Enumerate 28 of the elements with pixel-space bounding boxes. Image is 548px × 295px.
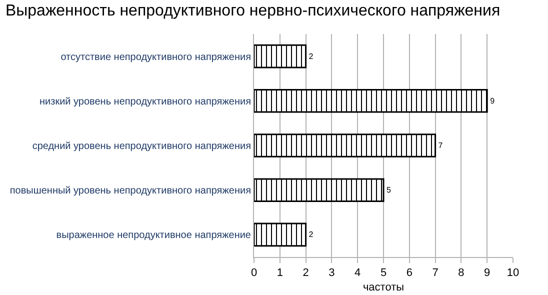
data-label: 5 (386, 186, 392, 195)
x-tick-label: 3 (328, 267, 335, 280)
bar (254, 44, 307, 68)
x-tick-label: 5 (380, 267, 387, 280)
y-tick-label: отсутствие непродуктивного напряжения (60, 52, 251, 63)
x-tick-label: 2 (302, 267, 309, 280)
bar (254, 178, 384, 202)
chart-title: Выраженность непродуктивного нервно-психического напряжения (5, 2, 500, 20)
x-axis-title: частоты (362, 281, 404, 294)
x-tick-label: 7 (432, 267, 438, 280)
bar (254, 89, 488, 113)
data-label: 2 (308, 230, 314, 240)
x-tick-label: 1 (276, 267, 283, 280)
data-label: 9 (490, 96, 496, 106)
x-tick-label: 4 (354, 267, 361, 280)
y-tick-label: выраженное непродуктивное напряжение (56, 230, 252, 242)
x-tick-label: 9 (484, 267, 490, 280)
y-tick-label: средний уровень непродуктивного напряжения (32, 141, 251, 152)
x-tick-label: 8 (458, 267, 464, 280)
data-label: 2 (308, 52, 314, 61)
bar (254, 134, 436, 158)
data-label: 7 (438, 141, 444, 150)
x-tick-label: 6 (406, 267, 412, 280)
y-tick-label: повышенный уровень непродуктивного напряжения (10, 186, 251, 197)
x-tick-label: 0 (250, 267, 258, 280)
bar (254, 222, 307, 247)
y-tick-label: низкий уровень непродуктивного напряжения (40, 96, 251, 108)
x-tick-label: 10 (506, 267, 520, 280)
